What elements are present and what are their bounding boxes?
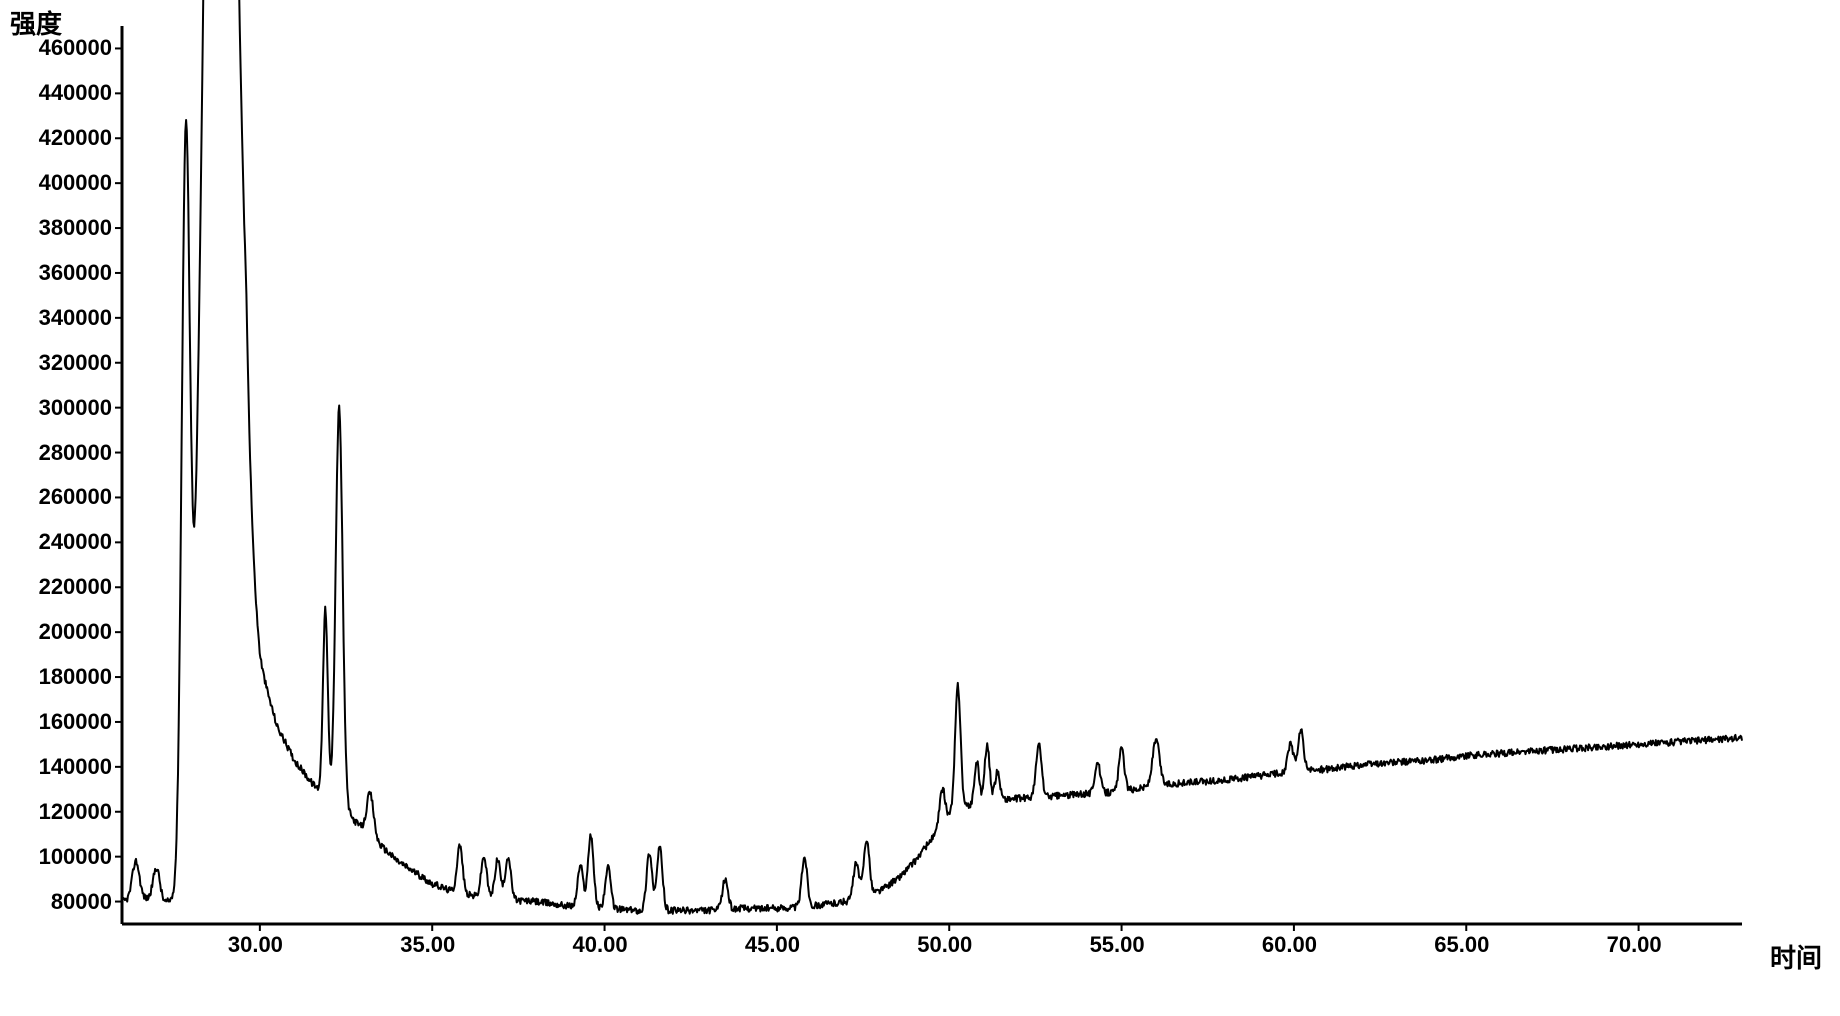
x-tick-label: 60.00 [1262,932,1317,958]
x-tick-label: 70.00 [1607,932,1662,958]
x-axis-title: 时间 [1770,938,1822,975]
x-tick-label: 65.00 [1434,932,1489,958]
y-tick-label: 240000 [39,529,112,555]
chart-container: 强度 时间 8000010000012000014000016000018000… [0,0,1840,1016]
y-tick-label: 340000 [39,305,112,331]
y-tick-label: 200000 [39,619,112,645]
y-tick-label: 120000 [39,799,112,825]
y-tick-label: 380000 [39,215,112,241]
y-tick-label: 220000 [39,574,112,600]
y-tick-label: 300000 [39,395,112,421]
y-tick-label: 460000 [39,35,112,61]
chromatogram-chart [122,26,1742,924]
x-tick-label: 45.00 [745,932,800,958]
y-tick-label: 160000 [39,709,112,735]
y-tick-label: 440000 [39,80,112,106]
y-tick-label: 280000 [39,440,112,466]
x-tick-label: 35.00 [400,932,455,958]
x-tick-label: 40.00 [573,932,628,958]
y-tick-label: 260000 [39,484,112,510]
y-tick-label: 140000 [39,754,112,780]
y-tick-label: 360000 [39,260,112,286]
x-tick-label: 55.00 [1090,932,1145,958]
y-tick-label: 400000 [39,170,112,196]
x-tick-label: 50.00 [917,932,972,958]
y-tick-label: 80000 [51,889,112,915]
y-tick-label: 320000 [39,350,112,376]
y-tick-label: 420000 [39,125,112,151]
y-tick-label: 100000 [39,844,112,870]
x-tick-label: 30.00 [228,932,283,958]
y-tick-label: 180000 [39,664,112,690]
